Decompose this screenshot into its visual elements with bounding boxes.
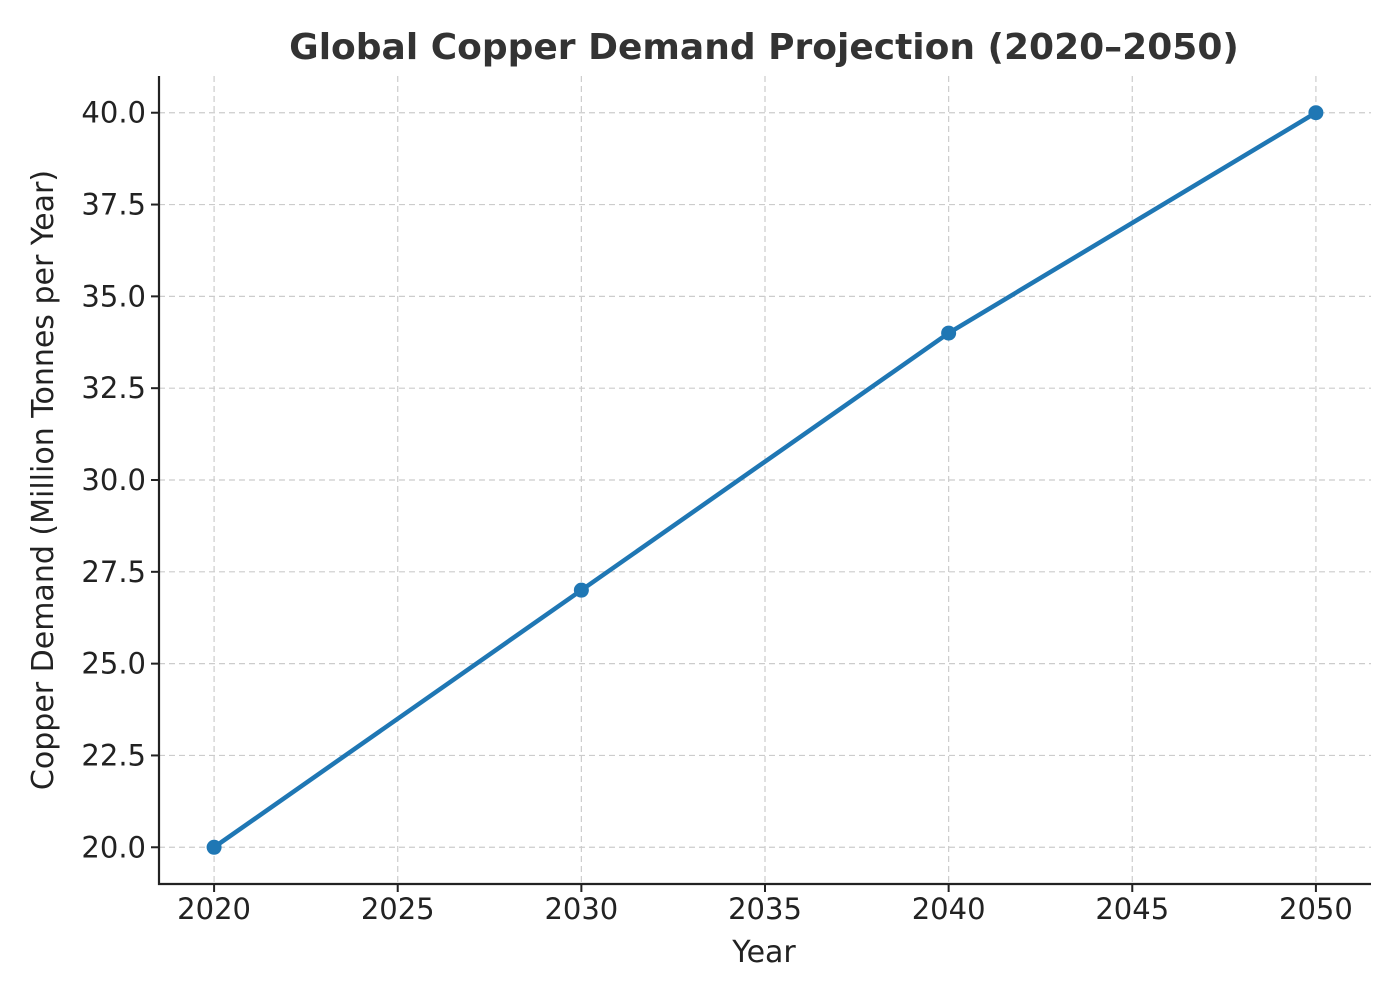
y-tick-label: 25.0 [81,647,146,681]
data-point [206,839,222,855]
y-tick-label: 20.0 [81,830,146,864]
data-point [941,325,957,341]
y-tick-label: 22.5 [81,738,146,772]
x-tick-label: 2030 [544,892,618,926]
y-tick-label: 40.0 [81,96,146,130]
series [206,105,1324,855]
x-axis-label: Year [731,935,796,970]
x-axis-line [157,76,1371,886]
x-tick-label: 2045 [1095,892,1169,926]
y-tick-label: 37.5 [81,188,146,222]
axes [157,76,1371,886]
y-axis-label: Copper Demand (Million Tonnes per Year) [26,170,61,790]
x-tick-label: 2025 [361,892,435,926]
x-tick-label: 2050 [1279,892,1353,926]
y-axis-ticks: 20.0 22.5 25.0 27.5 30.0 32.5 35.0 37.5 40.0 [81,96,159,864]
x-tick-label: 2020 [177,892,251,926]
y-tick-label: 32.5 [81,371,146,405]
y-tick-label: 35.0 [81,279,146,313]
chart-title: Global Copper Demand Projection (2020–20… [289,27,1239,68]
series-line [211,110,1319,850]
y-tick-label: 30.0 [81,463,146,497]
x-tick-label: 2035 [728,892,802,926]
data-point [1308,105,1324,121]
x-tick-label: 2040 [912,892,986,926]
y-tick-label: 27.5 [81,555,146,589]
grid [159,76,1371,884]
x-axis-ticks: 2020 2025 2030 2035 2040 2045 2050 [177,884,1353,926]
data-point [573,582,589,598]
